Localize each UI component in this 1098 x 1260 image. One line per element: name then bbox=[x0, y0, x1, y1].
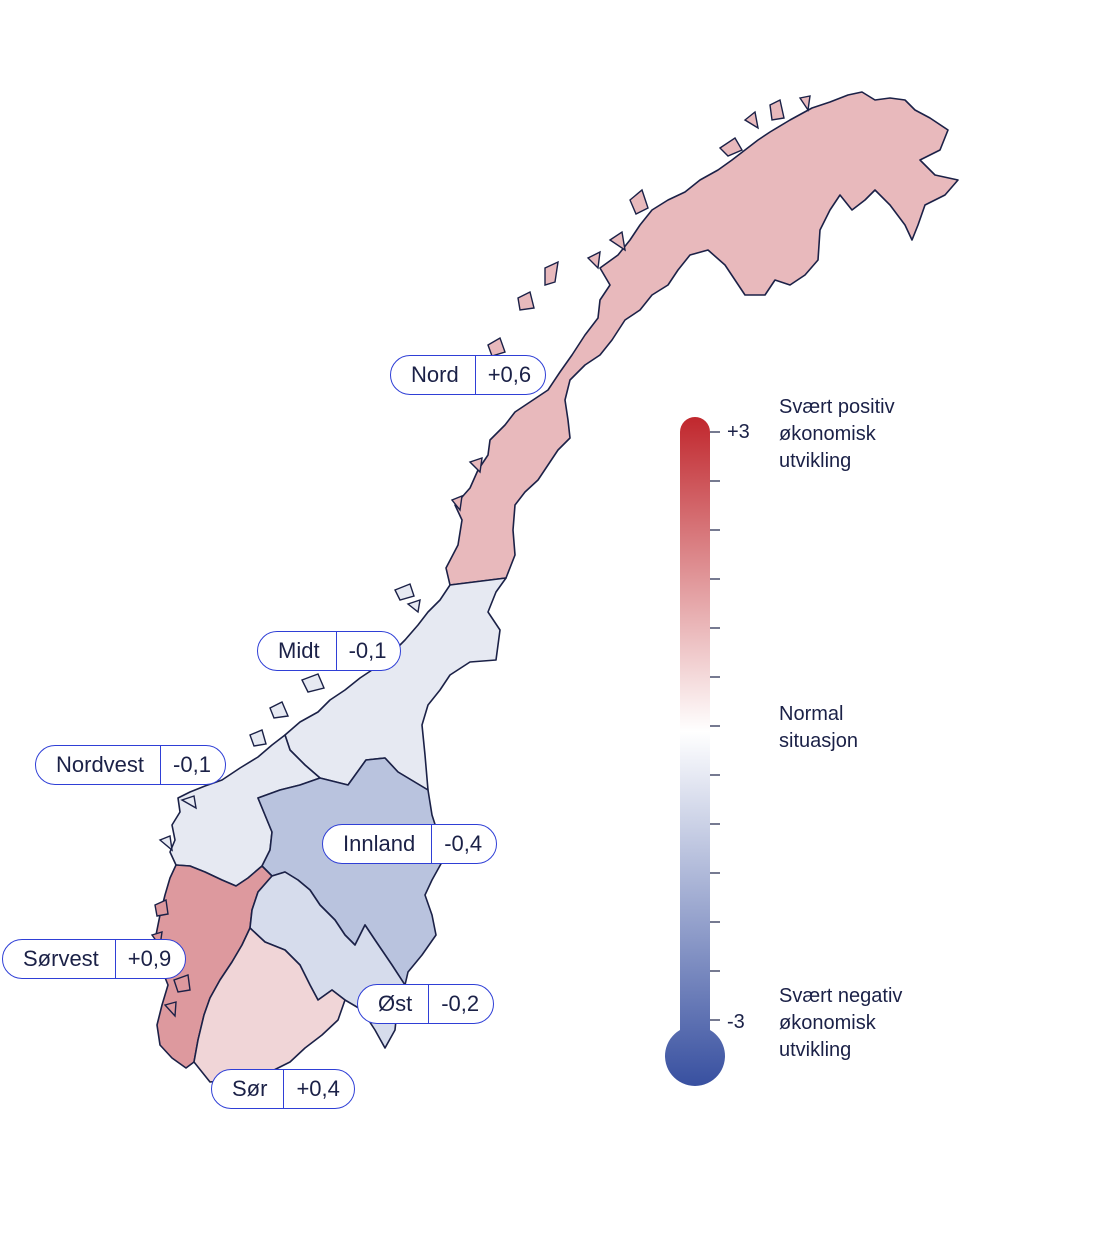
scale-ticks bbox=[710, 431, 720, 1021]
region-name: Øst bbox=[358, 985, 430, 1023]
region-value: -0,4 bbox=[444, 831, 483, 856]
region-name: Midt bbox=[258, 632, 337, 670]
scale-top-line: utvikling bbox=[779, 450, 852, 472]
scale-top-line: Svært positiv bbox=[779, 396, 895, 418]
scale-top-text: Svært positiv økonomisk utvikling bbox=[779, 394, 895, 475]
region-value: +0,4 bbox=[296, 1076, 340, 1101]
region-name: Nordvest bbox=[36, 746, 162, 784]
scale-mid-text: Normal situasjon bbox=[779, 701, 858, 755]
region-value: -0,1 bbox=[348, 638, 387, 663]
region-value: -0,1 bbox=[173, 752, 211, 777]
region-name: Innland bbox=[323, 825, 433, 863]
region-value: +0,9 bbox=[127, 946, 172, 971]
label-nordvest[interactable]: Nordvest -0,1 bbox=[35, 745, 226, 785]
thermometer-tube bbox=[665, 417, 726, 1086]
scale-mid-line: Normal bbox=[779, 703, 844, 725]
region-sor[interactable] bbox=[193, 927, 346, 1083]
scale-bottom-line: Svært negativ bbox=[779, 985, 903, 1007]
scale-top-line: økonomisk bbox=[779, 423, 876, 445]
thermometer-scale bbox=[665, 417, 726, 1086]
scale-bottom-line: økonomisk bbox=[779, 1012, 876, 1034]
scale-mid-line: situasjon bbox=[779, 730, 858, 752]
label-sorvest[interactable]: Sørvest +0,9 bbox=[2, 939, 187, 979]
label-ost[interactable]: Øst -0,2 bbox=[357, 984, 495, 1024]
coastal-islands bbox=[150, 95, 811, 1018]
label-innland[interactable]: Innland -0,4 bbox=[322, 824, 498, 864]
region-name: Sør bbox=[212, 1070, 285, 1108]
region-name: Nord bbox=[391, 356, 476, 394]
label-sor[interactable]: Sør +0,4 bbox=[211, 1069, 355, 1109]
region-nord[interactable] bbox=[445, 91, 959, 586]
region-value: +0,6 bbox=[487, 362, 532, 387]
region-value: -0,2 bbox=[441, 991, 480, 1016]
scale-bottom-line: utvikling bbox=[779, 1039, 852, 1061]
region-name: Sørvest bbox=[3, 940, 116, 978]
scale-max-label: +3 bbox=[727, 421, 750, 443]
label-nord[interactable]: Nord +0,6 bbox=[390, 355, 547, 395]
label-midt[interactable]: Midt -0,1 bbox=[257, 631, 402, 671]
scale-bottom-text: Svært negativ økonomisk utvikling bbox=[779, 983, 902, 1064]
scale-min-label: -3 bbox=[727, 1011, 745, 1033]
